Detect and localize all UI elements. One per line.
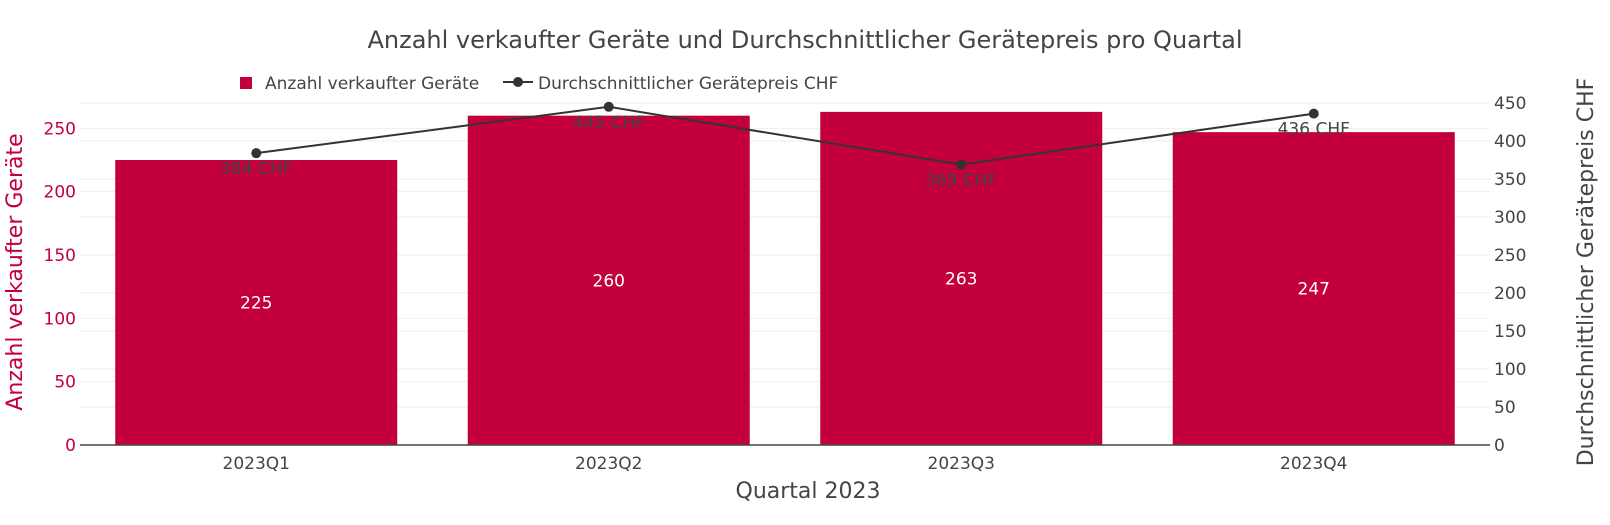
- price-point: [251, 148, 262, 159]
- price-value-label: 445 CHF: [573, 113, 645, 133]
- price-value-label: 369 CHF: [925, 171, 997, 191]
- x-tick-label: 2023Q4: [1280, 454, 1347, 474]
- legend[interactable]: Anzahl verkaufter Geräte Durchschnittlic…: [240, 74, 838, 94]
- axes: 2023Q1 2023Q2 2023Q3 2023Q4 0 50 100 150 200 250 0…: [44, 94, 1527, 474]
- y-left-tick-label: 250: [44, 119, 76, 139]
- y-left-tick-label: 0: [65, 436, 76, 456]
- y-right-axis-title: Durchschnittlicher Gerätepreis CHF: [1574, 78, 1599, 467]
- legend-line-marker: [513, 77, 523, 87]
- price-point: [1308, 108, 1319, 119]
- y-right-tick-label: 200: [1494, 284, 1526, 304]
- y-right-tick-label: 400: [1494, 132, 1526, 152]
- line-series: 384 CHF 445 CHF 369 CHF 436 CHF: [220, 101, 1350, 191]
- y-right-tick-label: 150: [1494, 322, 1526, 342]
- y-left-tick-label: 50: [54, 373, 76, 393]
- bar-value-label: 247: [1298, 280, 1330, 300]
- legend-bar-label: Anzahl verkaufter Geräte: [265, 74, 479, 94]
- bar-value-label: 263: [945, 269, 977, 289]
- y-right-tick-label: 250: [1494, 246, 1526, 266]
- y-left-axis-title: Anzahl verkaufter Geräte: [3, 133, 28, 410]
- chart-title: Anzahl verkaufter Geräte und Durchschnit…: [367, 26, 1242, 54]
- y-right-tick-label: 300: [1494, 208, 1526, 228]
- bar: [467, 115, 750, 446]
- price-point: [603, 101, 614, 112]
- legend-bar-swatch: [240, 77, 252, 89]
- y-right-tick-label: 0: [1494, 436, 1505, 456]
- price-point: [956, 159, 967, 170]
- y-left-tick-label: 200: [44, 183, 76, 203]
- y-left-tick-label: 100: [44, 309, 76, 329]
- y-right-tick-label: 450: [1494, 94, 1526, 114]
- price-value-label: 436 CHF: [1278, 120, 1350, 140]
- bar-value-label: 260: [593, 271, 625, 291]
- price-value-label: 384 CHF: [220, 159, 292, 179]
- x-axis-title: Quartal 2023: [736, 479, 881, 504]
- bar: [115, 160, 398, 445]
- x-tick-label: 2023Q3: [928, 454, 995, 474]
- y-right-tick-label: 50: [1494, 398, 1516, 418]
- price-line: [256, 105, 1314, 166]
- bar-series: 225 260 263 247: [115, 111, 1455, 446]
- y-right-tick-label: 100: [1494, 360, 1526, 380]
- bar-value-label: 225: [240, 294, 272, 314]
- y-left-tick-label: 150: [44, 246, 76, 266]
- legend-line-label: Durchschnittlicher Gerätepreis CHF: [538, 74, 838, 94]
- x-tick-label: 2023Q1: [223, 454, 290, 474]
- bar: [1172, 132, 1455, 445]
- y-right-tick-label: 350: [1494, 170, 1526, 190]
- x-tick-label: 2023Q2: [575, 454, 642, 474]
